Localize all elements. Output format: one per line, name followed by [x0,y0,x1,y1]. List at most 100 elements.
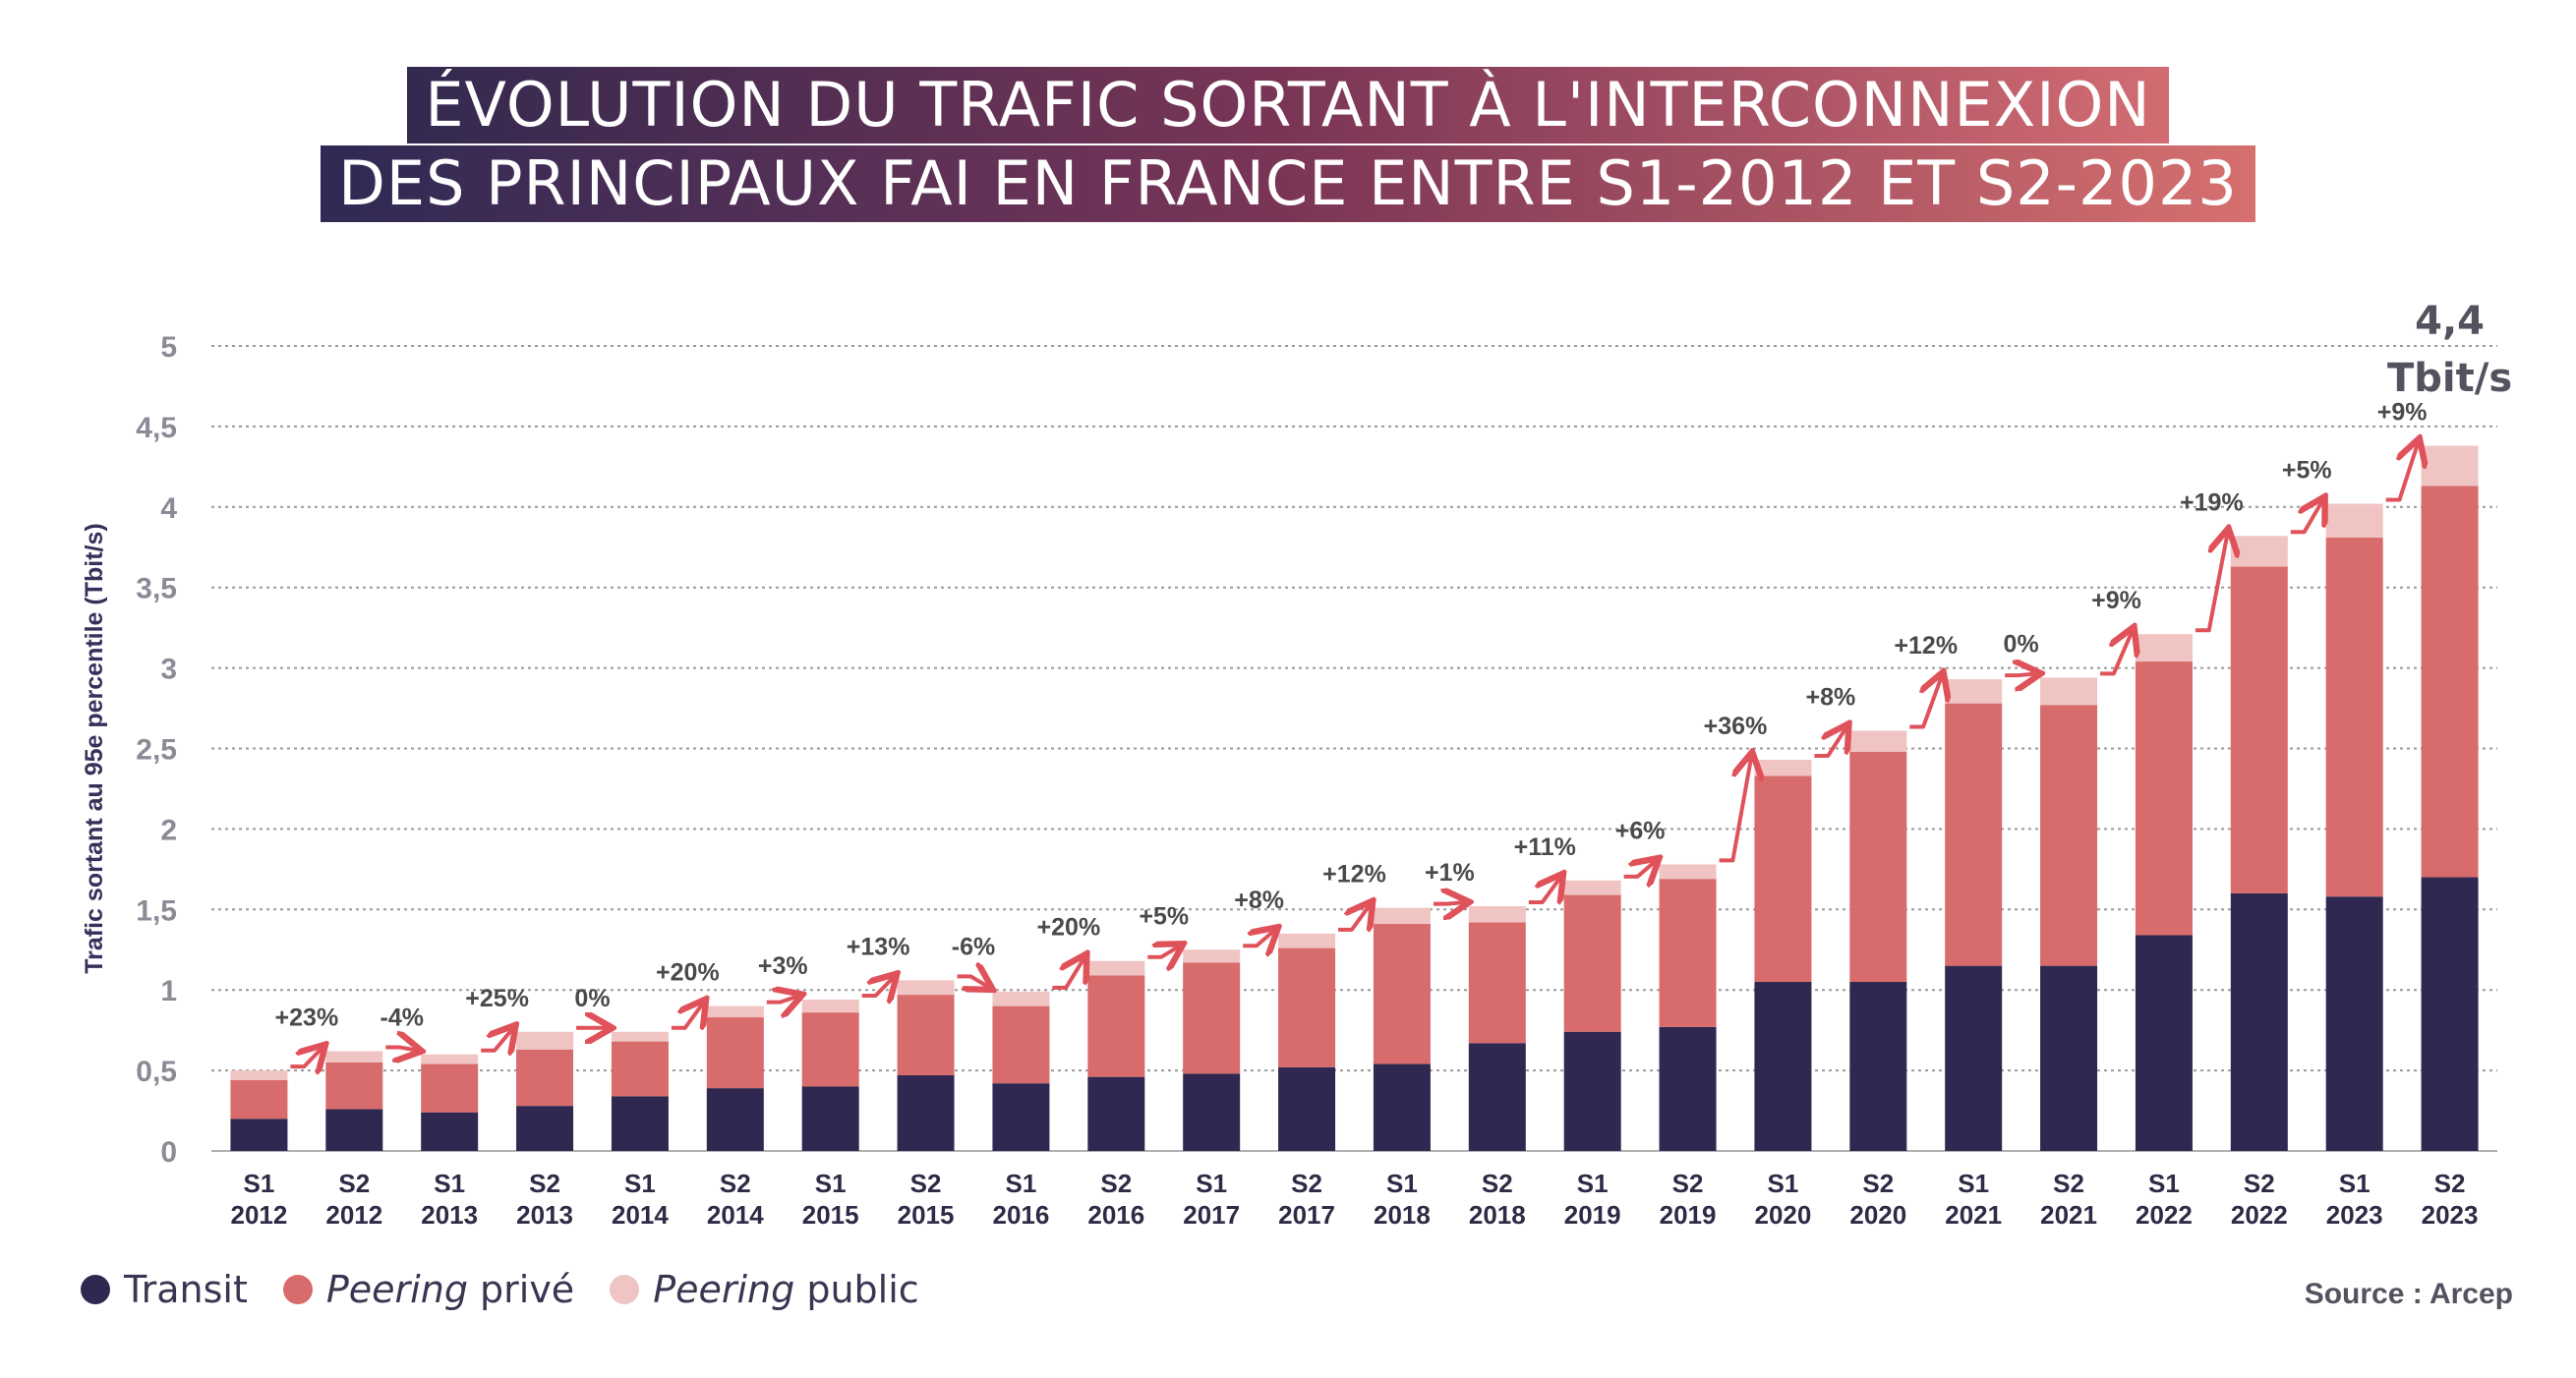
bar-segment-transit [230,1119,288,1151]
growth-arrow [1909,675,1942,729]
x-tick-label-year: 2013 [516,1200,573,1230]
legend-label-transit: Transit [124,1268,248,1311]
growth-label: +5% [2282,457,2332,485]
growth-label: +20% [656,959,720,987]
source-note: Source : Arcep [2304,1278,2513,1310]
legend-label-peering-public-suffix: public [794,1268,919,1311]
y-tick-label: 1 [160,975,177,1007]
y-tick-label: 2 [160,814,177,846]
title-line-2: DES PRINCIPAUX FAI EN FRANCE ENTRE S1-20… [321,145,2255,222]
growth-arrow [1623,860,1657,876]
growth-label: -6% [952,933,995,960]
legend-item-transit: Transit [81,1268,248,1311]
legend-item-peering-public: Peering public [610,1268,919,1311]
bar-segment-peering-public [1849,730,1907,752]
x-tick-label-year: 2020 [1755,1200,1812,1230]
legend-label-peering-public-prefix: Peering [653,1268,795,1311]
x-tick-label-period: S2 [2053,1169,2084,1198]
x-tick-label-year: 2016 [993,1200,1050,1230]
x-tick-label-year: 2012 [231,1200,288,1230]
growth-label: +3% [758,952,808,980]
growth-arrow [957,976,990,987]
bar-segment-peering-public [706,1005,764,1018]
growth-arrow [481,1028,513,1051]
growth-arrow [385,1047,418,1050]
growth-arrow [2195,532,2228,633]
x-tick-label-year: 2015 [898,1200,955,1230]
bar-segment-peering-prive [1659,879,1717,1027]
growth-label: 0% [2004,630,2039,658]
bar-segment-peering-public [2230,536,2288,567]
growth-arrow [1433,902,1466,904]
x-tick-label-year: 2020 [1849,1200,1906,1230]
growth-arrow [1338,904,1371,930]
growth-label: +8% [1806,683,1856,711]
growth-arrow [1528,877,1561,902]
bar-segment-transit [1849,982,1907,1151]
growth-arrow [766,996,799,1003]
x-tick-label-year: 2019 [1564,1200,1621,1230]
y-tick-label: 1,5 [136,894,177,927]
chart-title: ÉVOLUTION DU TRAFIC SORTANT À L'INTERCON… [0,67,2576,224]
bar-segment-peering-public [2421,445,2479,487]
x-tick-label-period: S2 [2434,1169,2466,1198]
bar-segment-transit [2135,935,2193,1151]
growth-arrow [2290,500,2323,535]
growth-arrow [1719,756,1752,863]
x-tick-label-period: S1 [1768,1169,1799,1198]
bar-segment-transit [2325,896,2383,1151]
legend-swatch-peering-prive [282,1275,313,1304]
growth-label: 0% [574,985,610,1012]
x-tick-label-year: 2019 [1660,1200,1717,1230]
bar-segment-transit [1087,1076,1145,1151]
growth-arrow [290,1047,322,1066]
growth-label: +6% [1615,817,1666,844]
x-tick-label-year: 2017 [1183,1200,1240,1230]
legend-swatch-peering-public [610,1275,640,1304]
bar-segment-peering-public [2040,677,2098,706]
y-tick-label: 0,5 [136,1056,177,1088]
growth-label: +1% [1425,859,1475,887]
bar-segment-peering-public [801,1000,859,1013]
x-tick-label-period: S2 [1100,1169,1132,1198]
bar-segment-peering-prive [1754,775,1812,983]
growth-arrow [2385,442,2419,502]
total-highlight-value: 4,4 [2415,299,2485,344]
bar-segment-peering-public [325,1051,383,1062]
bar-segment-peering-prive [1183,962,1241,1074]
bar-segment-peering-public [421,1054,479,1064]
bar-segment-peering-prive [1945,703,2003,966]
bar-segment-peering-public [1754,759,1812,776]
x-tick-label-year: 2022 [2136,1200,2193,1230]
x-tick-label-period: S1 [1006,1169,1037,1198]
x-tick-label-year: 2015 [802,1200,859,1230]
x-tick-label-period: S1 [1577,1169,1609,1198]
x-tick-label-period: S1 [815,1169,847,1198]
bar-segment-transit [2040,965,2098,1151]
bar-segment-peering-public [897,980,955,996]
growth-label: +9% [2377,399,2428,427]
bar-segment-transit [421,1112,479,1151]
growth-label: +5% [1139,902,1189,930]
bar-segment-transit [1373,1063,1431,1151]
x-tick-label-year: 2023 [2422,1200,2479,1230]
bar-segment-peering-prive [611,1041,669,1097]
bar-segment-peering-public [516,1031,574,1050]
bar-segment-transit [325,1109,383,1151]
legend-label-peering-prive-suffix: privé [467,1268,575,1311]
bar-segment-transit [706,1088,764,1151]
bar-segment-peering-prive [2421,486,2479,878]
legend-item-peering-prive: Peering privé [282,1268,575,1311]
bar-segment-transit [611,1096,669,1151]
bar-segment-peering-public [611,1031,669,1042]
x-tick-label-year: 2022 [2231,1200,2288,1230]
bar-segment-peering-prive [421,1063,479,1113]
x-tick-label-period: S1 [1386,1169,1418,1198]
x-tick-label-period: S1 [2339,1169,2371,1198]
bar-segment-transit [2230,892,2288,1151]
bar-segment-transit [1754,982,1812,1151]
bar-segment-transit [1278,1066,1336,1151]
bar-segment-peering-prive [897,995,955,1076]
x-tick-label-period: S1 [624,1169,656,1198]
